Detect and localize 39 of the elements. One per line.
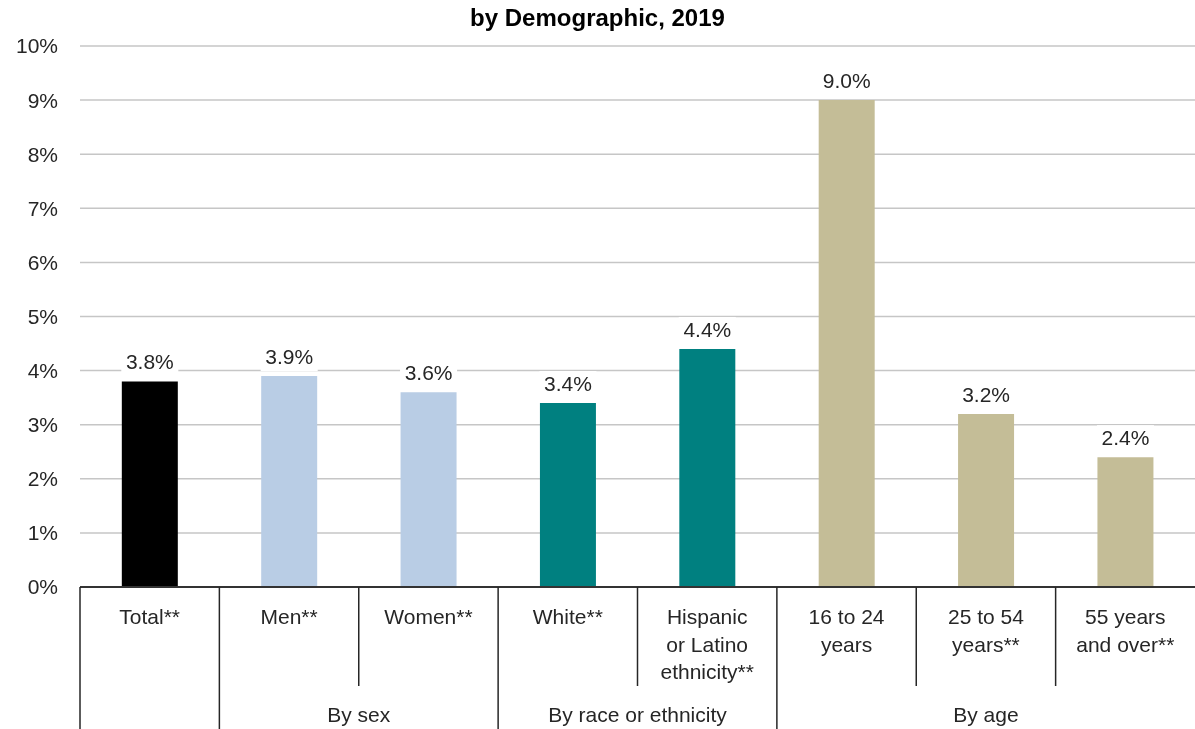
- y-tick-label: 4%: [27, 359, 58, 383]
- text: By race or ethnicity: [548, 703, 728, 726]
- x-tick-label: 25 to 54 years**: [947, 605, 1025, 656]
- bar: [261, 376, 318, 587]
- y-tick-label: 10%: [15, 34, 58, 58]
- x-tick-label: 16 to 24 years: [808, 605, 885, 656]
- y-tick-label: 8%: [27, 142, 58, 166]
- data-label: 9.0%: [822, 69, 871, 93]
- chart-title: by Demographic, 2019: [469, 4, 726, 32]
- x-tick-label: Hispanic or Latino ethnicity**: [660, 605, 754, 683]
- data-label: 2.4%: [1101, 426, 1150, 450]
- x-tick-label: Men**: [260, 605, 318, 628]
- y-tick-label: 2%: [27, 467, 58, 491]
- x-tick-label: Women**: [384, 605, 473, 628]
- y-tick-label: 9%: [27, 88, 58, 112]
- y-tick-label: 6%: [27, 250, 58, 274]
- text: By sex: [327, 703, 391, 726]
- data-label: 3.6%: [404, 361, 453, 385]
- x-tick-label: White**: [532, 605, 603, 628]
- bar: [539, 403, 596, 587]
- text: By age: [953, 703, 1019, 726]
- y-tick-label: 7%: [27, 196, 58, 220]
- bar: [1097, 457, 1154, 587]
- x-tick-label: 55 years and over**: [1076, 605, 1175, 656]
- data-label: 3.2%: [962, 382, 1010, 406]
- data-label: 4.4%: [683, 317, 732, 341]
- data-label: 3.4%: [544, 372, 592, 396]
- bar: [958, 413, 1015, 587]
- bar: [400, 392, 457, 587]
- y-tick-label: 1%: [27, 521, 58, 545]
- bar: [121, 381, 178, 587]
- y-tick-label: 5%: [27, 304, 58, 328]
- bar: [679, 348, 736, 587]
- data-label: 3.8%: [125, 350, 174, 374]
- bar: [818, 100, 875, 587]
- x-tick-label: Total**: [119, 605, 181, 628]
- y-tick-label: 3%: [27, 413, 58, 437]
- y-tick-label: 0%: [27, 575, 58, 599]
- data-label: 3.9%: [265, 345, 314, 369]
